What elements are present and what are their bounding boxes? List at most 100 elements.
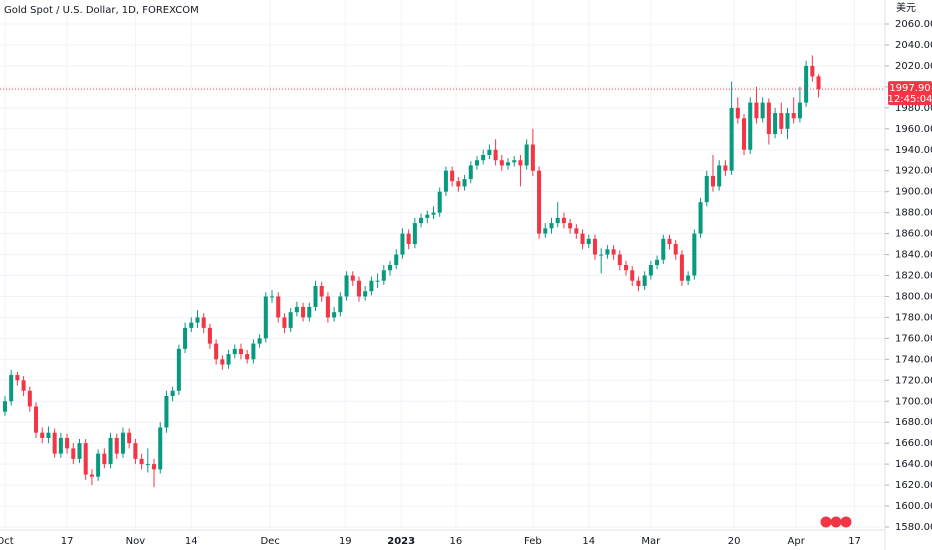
candle-body	[760, 102, 765, 119]
candle-body	[561, 217, 566, 224]
candle-body	[2, 401, 7, 412]
candle-body	[96, 453, 101, 477]
candle-body	[462, 179, 467, 187]
candle-body	[27, 390, 32, 407]
icon	[830, 516, 842, 528]
candle-body	[679, 254, 684, 281]
candle-body	[537, 170, 542, 234]
y-tick-label: 1620.00	[895, 480, 932, 491]
candle-body	[704, 175, 709, 203]
y-tick-label: 1840.00	[895, 250, 932, 261]
candle-body	[686, 275, 691, 281]
candle-body	[754, 102, 759, 119]
y-tick-label: 1740.00	[895, 354, 932, 365]
x-tick-label: 14	[582, 536, 595, 547]
candle-body	[592, 238, 597, 255]
candle-body	[555, 217, 560, 224]
candle-body	[201, 317, 206, 328]
y-tick-label: 1920.00	[895, 166, 932, 177]
candle-body	[400, 233, 405, 255]
candle-body	[238, 348, 243, 355]
candle-body	[313, 285, 318, 307]
candle-body	[586, 238, 591, 245]
y-tick-label: 1580.00	[895, 522, 932, 533]
candle-body	[474, 160, 479, 166]
candle-body	[108, 437, 113, 465]
candle-body	[456, 181, 461, 187]
candle-body	[214, 343, 219, 360]
candle-body	[226, 354, 231, 365]
candle-body	[773, 113, 778, 135]
candle-body	[189, 322, 194, 328]
candle-body	[158, 427, 163, 470]
x-tick-label: 17	[848, 536, 861, 547]
candle-body	[40, 432, 45, 438]
icon	[840, 516, 852, 528]
candle-body	[617, 254, 622, 266]
candle-body	[543, 228, 548, 234]
countdown: 12:45:04	[888, 94, 932, 105]
x-tick-label: 2023	[387, 536, 415, 547]
last-price-badge	[888, 81, 932, 106]
y-tick-label: 1700.00	[895, 396, 932, 407]
x-tick-label: Apr	[788, 536, 806, 547]
candle-body	[89, 474, 94, 477]
candle-body	[723, 165, 728, 171]
candle-body	[443, 170, 448, 192]
candle-body	[797, 102, 802, 119]
last-price-label: 1997.90	[889, 83, 930, 94]
footer-icons	[820, 516, 852, 528]
candle-body	[636, 280, 641, 286]
candle-body	[493, 149, 498, 161]
candle-body	[344, 275, 349, 297]
candle-body	[263, 296, 268, 339]
candle-body	[183, 327, 188, 349]
candle-body	[114, 437, 119, 454]
y-tick-label: 1980.00	[895, 103, 932, 114]
candle-body	[729, 107, 734, 171]
candle-body	[170, 390, 175, 397]
candle-body	[220, 359, 225, 365]
grid	[0, 0, 885, 530]
candle-body	[139, 458, 144, 465]
candle-body	[207, 327, 212, 344]
candle-body	[176, 348, 181, 391]
y-tick-label: 1800.00	[895, 291, 932, 302]
candle-body	[195, 317, 200, 323]
candle-body	[369, 280, 374, 292]
candle-body	[524, 144, 529, 166]
y-tick-label: 1760.00	[895, 333, 932, 344]
candle-body	[375, 280, 380, 282]
y-tick-label: 1720.00	[895, 375, 932, 386]
candle-body	[574, 228, 579, 234]
candle-body	[667, 238, 672, 245]
candle-body	[735, 107, 740, 119]
candle-body	[530, 144, 535, 171]
candle-body	[710, 175, 715, 187]
candle-body	[270, 296, 275, 298]
candle-body	[748, 102, 753, 150]
y-tick-label: 2020.00	[895, 61, 932, 72]
candle-body	[816, 76, 821, 90]
candle-body	[257, 338, 262, 344]
candle-body	[145, 464, 150, 466]
chart-title: Gold Spot / U.S. Dollar, 1D, FOREXCOM	[4, 5, 199, 16]
candle-body	[251, 343, 256, 360]
candle-body	[779, 113, 784, 129]
candle-body	[692, 233, 697, 276]
candle-body	[481, 154, 486, 161]
candle-body	[568, 223, 573, 229]
candle-body	[288, 312, 293, 328]
candle-body	[437, 191, 442, 213]
y-tick-label: 1660.00	[895, 438, 932, 449]
candle-body	[810, 65, 815, 77]
x-tick-label: 16	[449, 536, 462, 547]
candle-body	[406, 233, 411, 245]
x-tick-label: Nov	[126, 536, 146, 547]
candle-body	[245, 354, 250, 360]
y-tick-label: 1960.00	[895, 124, 932, 135]
candle-body	[450, 170, 455, 182]
candle-body	[766, 102, 771, 135]
candle-body	[673, 244, 678, 255]
